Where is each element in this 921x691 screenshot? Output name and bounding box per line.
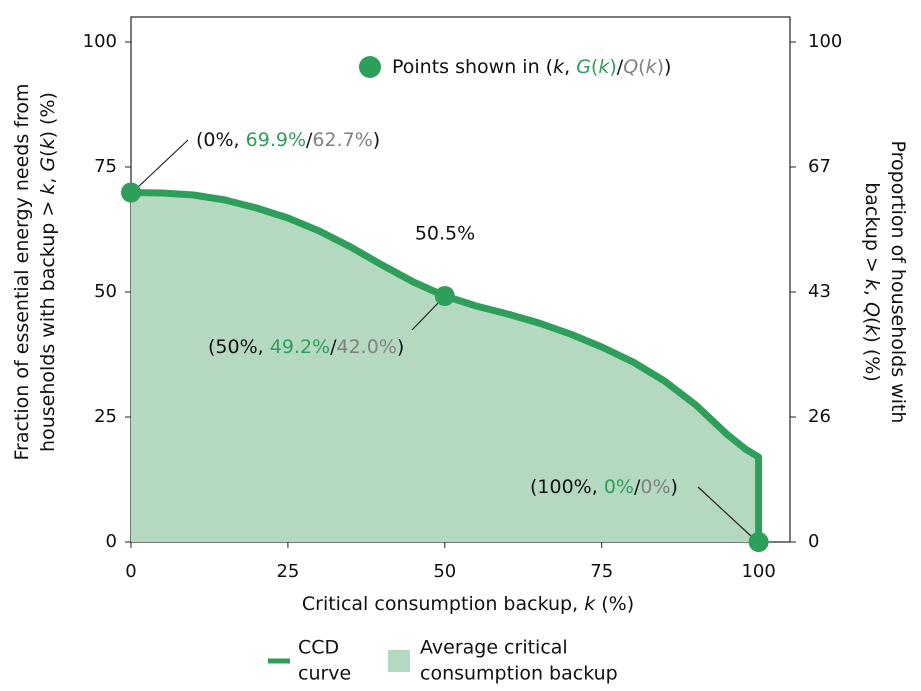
y2-axis-title: backup > k, Q(k) (%) [862, 182, 884, 382]
point [748, 532, 769, 552]
legend-swatch [388, 650, 410, 672]
area [131, 192, 759, 542]
text-run: , [37, 172, 59, 184]
text-run: / [617, 56, 624, 78]
text-run: / [634, 476, 641, 498]
text-run: ) [671, 476, 678, 498]
legend-label: curve [298, 663, 351, 685]
x-tick-label: 50 [433, 561, 456, 582]
x-tick-label: 0 [125, 561, 136, 582]
point [121, 182, 141, 203]
text-run: k [584, 593, 596, 615]
point-label: (0%, 69.9%/62.7%) [196, 129, 380, 151]
text-run: ) (%) [37, 92, 59, 138]
text-run: ( [862, 317, 884, 324]
text-run: (0%, [196, 129, 246, 151]
text-run: (100%, [530, 476, 604, 498]
legend-label: Average critical [420, 637, 568, 659]
text-run: k [37, 183, 59, 195]
point-label: (100%, 0%/0%) [530, 476, 678, 498]
text-run: ( [638, 56, 645, 78]
text-run: Critical consumption backup, [302, 593, 584, 615]
text-run: 0% [604, 476, 634, 498]
text-run: Q [623, 56, 638, 78]
area-value-label: 50.5% [415, 223, 475, 245]
points-legend-marker [359, 56, 381, 78]
text-run: k [862, 324, 884, 336]
text-run: 69.9% [246, 129, 306, 151]
y2-tick-label: 26 [808, 406, 831, 427]
point-label: (50%, 49.2%/42.0%) [208, 336, 404, 358]
text-run: / [330, 336, 337, 358]
x-tick-label: 100 [741, 561, 775, 582]
pointer-line [697, 486, 753, 538]
y2-axis-title: Proportion of households with [888, 141, 910, 424]
point [434, 286, 455, 306]
text-run: ) [373, 129, 380, 151]
x-tick-label: 75 [590, 561, 613, 582]
text-run: Q [862, 302, 884, 317]
text-run: k [598, 56, 610, 78]
y-axis-title: Fraction of essential energy needs from [11, 83, 33, 460]
pointer-line [411, 300, 441, 331]
x-axis-title: Critical consumption backup, k (%) [302, 593, 634, 615]
y-tick-label: 75 [94, 156, 117, 177]
y-tick-label: 50 [94, 281, 117, 302]
pointer-line [136, 139, 189, 189]
y-axis-title: households with backup > k, G(k) (%) [37, 92, 59, 452]
legend-label: CCD [298, 637, 339, 659]
text-run: ) [664, 56, 671, 78]
text-run: k [862, 279, 884, 291]
y2-tick-label: 43 [808, 281, 831, 302]
y-tick-label: 100 [83, 31, 117, 52]
ccd-curve [130, 189, 763, 542]
text-run: ) [609, 56, 616, 78]
text-run: ( [591, 56, 598, 78]
legend-label: consumption backup [420, 663, 618, 685]
y2-tick-label: 100 [808, 31, 842, 52]
text-run: 49.2% [270, 336, 330, 358]
text-run: Fraction of essential energy needs from [11, 83, 33, 460]
text-run: G [37, 157, 59, 172]
y-tick-label: 25 [94, 406, 117, 427]
text-run: backup > [862, 182, 884, 279]
text-run: k [646, 56, 658, 78]
text-run: G [576, 56, 591, 78]
text-run: ) [657, 56, 664, 78]
text-run: households with backup > [37, 195, 59, 452]
text-run: Proportion of households with [888, 141, 910, 424]
text-run: , [862, 290, 884, 302]
text-run: ) [397, 336, 404, 358]
text-run: ( [37, 149, 59, 156]
points-legend-label: Points shown in (k, G(k)/Q(k)) [392, 56, 671, 78]
text-run: 62.7% [312, 129, 372, 151]
y2-tick-label: 67 [808, 156, 831, 177]
y-tick-label: 0 [106, 531, 117, 552]
text-run: k [553, 56, 565, 78]
text-run: 42.0% [337, 336, 397, 358]
text-run: ) (%) [862, 335, 884, 381]
text-run: 0% [640, 476, 670, 498]
y2-tick-label: 0 [808, 531, 819, 552]
text-run: Points shown in ( [392, 56, 553, 78]
text-run: (50%, [208, 336, 270, 358]
x-tick-label: 25 [276, 561, 299, 582]
text-run: / [306, 129, 313, 151]
text-run: k [37, 137, 59, 149]
text-run: (%) [595, 593, 634, 615]
text-run: , [564, 56, 576, 78]
